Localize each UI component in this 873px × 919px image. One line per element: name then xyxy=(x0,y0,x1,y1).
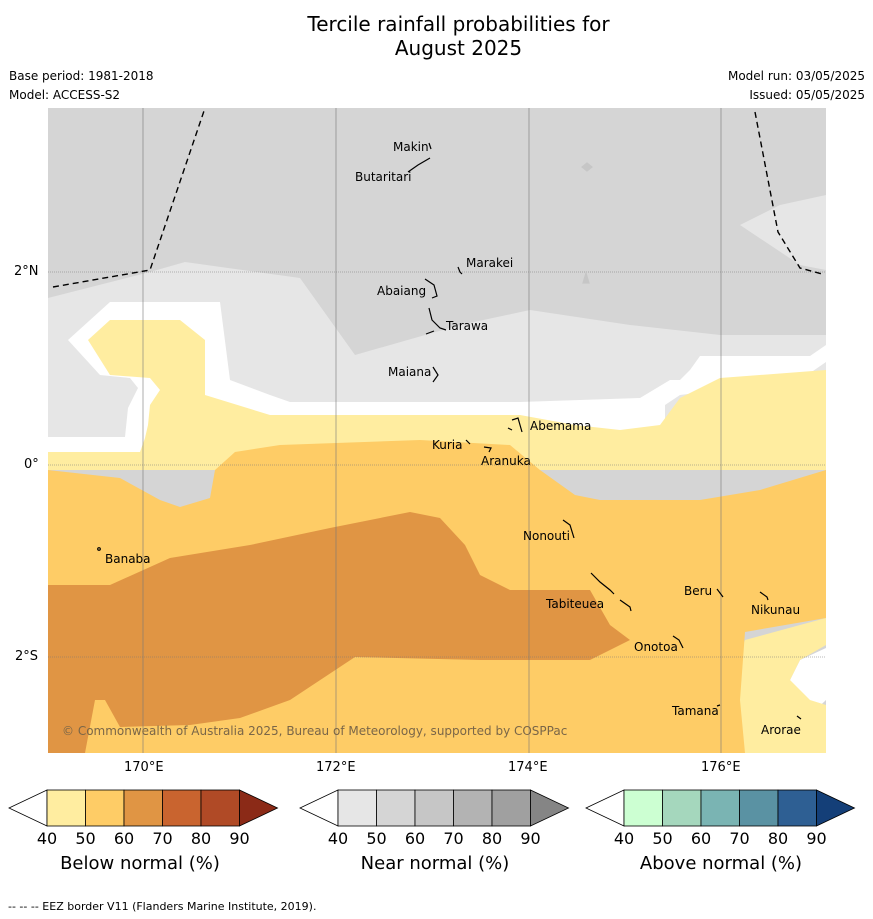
island-label-arorae: Arorae xyxy=(761,723,801,737)
lat-label-2n: 2°N xyxy=(14,264,39,279)
colorbar-1-tick-60: 60 xyxy=(404,829,426,848)
island-label-tarawa: Tarawa xyxy=(445,319,488,333)
lon-label-174: 174°E xyxy=(508,760,548,775)
colorbar-1-tick-40: 40 xyxy=(327,829,349,848)
island-label-tamana: Tamana xyxy=(671,704,719,718)
colorbar-0-tick-90: 90 xyxy=(229,829,250,848)
lat-label-2s: 2°S xyxy=(15,649,39,664)
map-title: Tercile rainfall probabilities for Augus… xyxy=(0,12,873,60)
map-fields xyxy=(48,108,826,753)
island-label-nonouti: Nonouti xyxy=(523,529,570,543)
above-normal-colorbar-label: Above normal (%) xyxy=(639,853,803,874)
eez-footnote: -- -- -- EEZ border V11 (Flanders Marine… xyxy=(8,900,317,913)
island-label-banaba: Banaba xyxy=(105,552,151,566)
eez-border xyxy=(52,107,823,288)
island-label-maiana: Maiana xyxy=(388,365,431,379)
colorbar-2-tick-90: 90 xyxy=(806,829,827,848)
island-label-onotoa: Onotoa xyxy=(634,640,678,654)
lon-label-170: 170°E xyxy=(124,760,164,775)
island-label-butaritari: Butaritari xyxy=(355,170,412,184)
colorbar-0-tick-50: 50 xyxy=(75,829,96,848)
title-line-1: Tercile rainfall probabilities for xyxy=(307,12,610,36)
island-outlines xyxy=(97,142,802,720)
island-label-beru: Beru xyxy=(684,584,712,598)
graticule xyxy=(48,108,826,753)
colorbar-1-tick-80: 80 xyxy=(481,829,503,848)
colorbar-0-tick-60: 60 xyxy=(113,829,135,848)
colorbar-1-tick-90: 90 xyxy=(520,829,541,848)
colorbar-2-tick-60: 60 xyxy=(690,829,712,848)
island-label-nikunau: Nikunau xyxy=(751,603,800,617)
island-label-kuria: Kuria xyxy=(432,438,463,452)
colorbar-2-tick-40: 40 xyxy=(613,829,635,848)
below-normal-50-region xyxy=(48,320,826,470)
island-labels: Makin Butaritari Marakei Abaiang Tarawa Maian… xyxy=(105,140,801,737)
colorbar-1-tick-70: 70 xyxy=(443,829,464,848)
model-run-date: Model run: 03/05/2025 xyxy=(727,69,865,83)
colorbar-2-tick-50: 50 xyxy=(652,829,673,848)
model-name: Model: ACCESS-S2 xyxy=(9,88,121,102)
lon-label-172: 172°E xyxy=(316,760,356,775)
island-label-makin: Makin xyxy=(393,140,429,154)
copyright-notice: © Commonwealth of Australia 2025, Bureau… xyxy=(62,724,568,738)
lat-label-0: 0° xyxy=(24,457,39,472)
island-label-marakei: Marakei xyxy=(466,256,513,270)
below-normal-70-region xyxy=(48,512,630,753)
colorbar-0-tick-70: 70 xyxy=(152,829,173,848)
island-label-tabiteuea: Tabiteuea xyxy=(545,597,604,611)
colorbar-0-tick-40: 40 xyxy=(36,829,58,848)
near-normal-colorbar-label: Near normal (%) xyxy=(360,853,510,874)
lon-label-176: 176°E xyxy=(701,760,741,775)
island-label-abaiang: Abaiang xyxy=(377,284,426,298)
island-label-aranuka: Aranuka xyxy=(481,454,531,468)
title-line-2: August 2025 xyxy=(394,36,523,60)
below-normal-colorbar-label: Below normal (%) xyxy=(60,853,220,874)
colorbar-2-tick-70: 70 xyxy=(729,829,750,848)
near-normal-50-patch xyxy=(740,195,826,270)
issued-date: Issued: 05/05/2025 xyxy=(749,88,865,102)
colorbar-1-tick-50: 50 xyxy=(366,829,387,848)
colorbar-0-tick-80: 80 xyxy=(190,829,212,848)
colorbar-2-tick-80: 80 xyxy=(767,829,789,848)
island-label-abemama: Abemama xyxy=(530,419,591,433)
base-period: Base period: 1981-2018 xyxy=(9,69,154,83)
